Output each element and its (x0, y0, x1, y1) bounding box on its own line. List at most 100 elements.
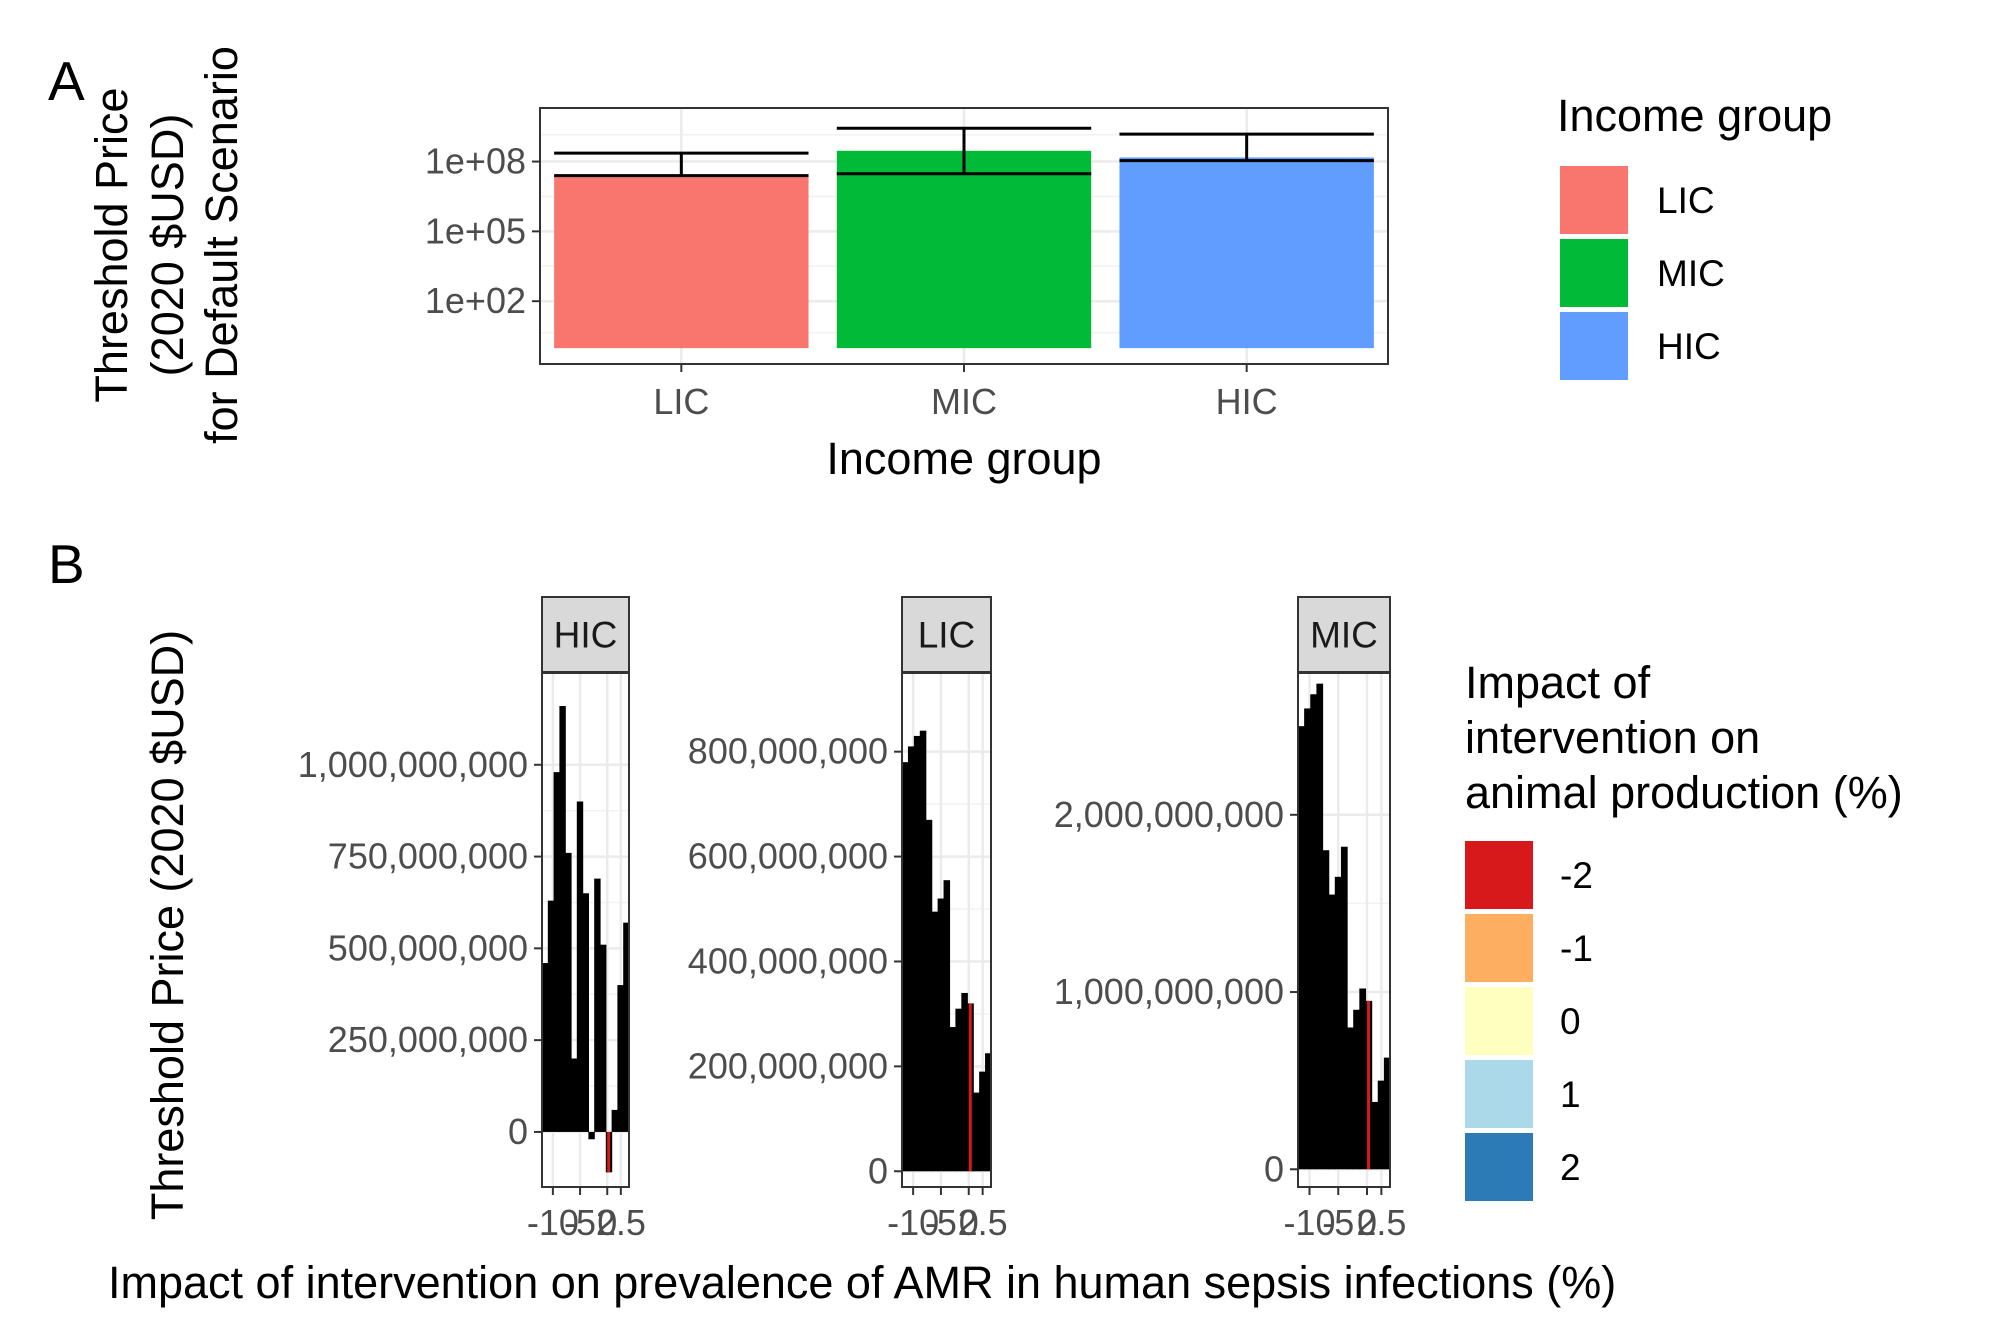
panel-a-y-title-line-2: (2020 $USD) (142, 114, 193, 377)
panel-b-facets: HIC 0 250,000,000 500,000,000 750,000,000 1,0… (298, 596, 1406, 1243)
facet-bar (1304, 708, 1311, 1170)
facet-bar (1347, 1027, 1354, 1170)
facet-x-tick-label: 0 (1357, 1202, 1377, 1243)
facet-bar (902, 762, 909, 1172)
facet-hic: HIC 0 250,000,000 500,000,000 750,000,000 1,0… (298, 596, 646, 1243)
facet-x-tick-label: 2.5 (958, 1202, 1008, 1243)
facet-y-tick-label: 750,000,000 (328, 836, 528, 877)
legend-animal-production-key (1465, 1060, 1533, 1128)
facet-bar (565, 852, 572, 1132)
facet-bar (1298, 726, 1305, 1170)
facet-bar (1383, 1057, 1391, 1170)
facet-bar (931, 911, 939, 1172)
facet-x-tick-label: 2.5 (1356, 1202, 1406, 1243)
facet-bar (1310, 694, 1317, 1170)
legend-animal-production-key (1465, 841, 1533, 909)
facet-strip (1297, 596, 1391, 673)
facet-bar (1353, 1009, 1360, 1170)
legend-animal-production-title-line-1: Impact of (1465, 657, 1651, 708)
facet-y-tick-label: 1,000,000,000 (298, 744, 528, 785)
panel-a-y-tick-label: 1e+05 (425, 210, 526, 251)
panel-tag-a: A (48, 50, 85, 112)
facet-bar (973, 1092, 980, 1172)
facet-bar (979, 1071, 986, 1172)
panel-a-y-tick-label: 1e+08 (425, 141, 526, 182)
legend-animal-production-items: -2 -1 0 1 2 (1465, 841, 1593, 1201)
legend-income-group-key-lic (1560, 166, 1628, 234)
facet-y-tick-label: 0 (868, 1150, 888, 1191)
panel-a-bar-mic (836, 150, 1092, 349)
legend-animal-production-key (1465, 914, 1533, 982)
facet-y-tick-label: 250,000,000 (328, 1019, 528, 1060)
legend-income-group-key-hic (1560, 312, 1628, 380)
panel-b-y-title: Threshold Price (2020 $USD) (142, 630, 193, 1220)
facet-x-tick-label: -10 (527, 1202, 579, 1243)
facet-y-tick-label: 1,000,000,000 (1054, 971, 1284, 1012)
panel-a: Threshold Price (2020 $USD) for Default … (86, 46, 1389, 484)
facet-bar (1340, 846, 1348, 1170)
legend-income-group: Income group LIC MIC HIC (1557, 90, 1832, 380)
panel-a-bar-hic (1119, 157, 1374, 349)
facet-x-tick-label: 0 (597, 1202, 617, 1243)
legend-income-group-label: MIC (1657, 253, 1725, 294)
facet-y-tick-label: 400,000,000 (688, 940, 888, 981)
facet-bar (623, 922, 630, 1132)
facet-bar (943, 880, 951, 1172)
facet-bar (1334, 876, 1342, 1170)
facet-x-tick-label: 2.5 (596, 1202, 646, 1243)
panel-b: Threshold Price (2020 $USD) HIC 0 250,000,… (108, 596, 1616, 1308)
legend-animal-production-key (1465, 987, 1533, 1055)
facet-strip-label: LIC (918, 615, 976, 656)
legend-animal-production-key (1465, 1133, 1533, 1201)
facet-bar (553, 772, 560, 1132)
facet-bar (985, 1053, 992, 1172)
facet-y-tick-label: 600,000,000 (688, 836, 888, 877)
facet-bar (1359, 988, 1367, 1170)
legend-animal-production-label: 1 (1560, 1074, 1581, 1115)
facet-bar (937, 898, 945, 1172)
panel-a-x-tick-label: LIC (653, 381, 709, 422)
panel-a-y-title-line-1: Threshold Price (86, 87, 137, 402)
facet-y-tick-label: 2,000,000,000 (1054, 794, 1284, 835)
facet-bar (617, 985, 624, 1132)
facet-y-tick-label: 0 (508, 1111, 528, 1152)
legend-animal-production-label: 2 (1560, 1147, 1581, 1188)
facet-y-tick-label: 0 (1264, 1148, 1284, 1189)
facet-x-tick-label: 0 (959, 1202, 979, 1243)
facet-bar (1377, 1080, 1385, 1170)
facet-y-tick-label: 800,000,000 (688, 731, 888, 772)
facet-bar (949, 1027, 956, 1172)
facet-bar (576, 801, 584, 1132)
panel-a-plot-area: 1e+02 1e+05 1e+08 LIC MIC HIC (425, 107, 1389, 422)
panel-a-x-tick-label: MIC (931, 381, 997, 422)
facet-lic: LIC 0 200,000,000 400,000,000 600,000,000 800… (688, 596, 1008, 1243)
facet-y-tick-label: 200,000,000 (688, 1045, 888, 1086)
panel-a-x-title: Income group (826, 433, 1101, 484)
facet-strip-label: HIC (554, 615, 618, 656)
legend-animal-production-label: -1 (1560, 928, 1593, 969)
facet-plot-border (1297, 672, 1391, 1188)
facet-strip (901, 596, 992, 673)
facet-x-tick-label: -5 (925, 1202, 957, 1243)
facet-bar (907, 746, 915, 1172)
legend-animal-production-label: 0 (1560, 1001, 1581, 1042)
facet-strip-label: MIC (1310, 615, 1378, 656)
facet-bar (594, 878, 601, 1132)
facet-bar (600, 944, 607, 1132)
facet-bar (925, 819, 933, 1172)
legend-income-group-items: LIC MIC HIC (1560, 166, 1725, 380)
legend-animal-production-title-line-2: intervention on (1465, 712, 1760, 763)
legend-animal-production-title-line-3: animal production (%) (1465, 767, 1903, 818)
facet-bar (955, 1008, 962, 1172)
facet-x-tick-label: -5 (564, 1202, 596, 1243)
facet-bar (919, 730, 927, 1172)
facet-bar (1371, 1101, 1379, 1170)
facet-bar (1328, 894, 1336, 1170)
facet-plot-border (901, 672, 992, 1188)
facet-bar (571, 1058, 578, 1132)
panel-b-x-title: Impact of intervention on prevalence of … (108, 1257, 1616, 1308)
legend-income-group-label: LIC (1657, 180, 1715, 221)
panel-a-y-tick-label: 1e+02 (425, 280, 526, 321)
